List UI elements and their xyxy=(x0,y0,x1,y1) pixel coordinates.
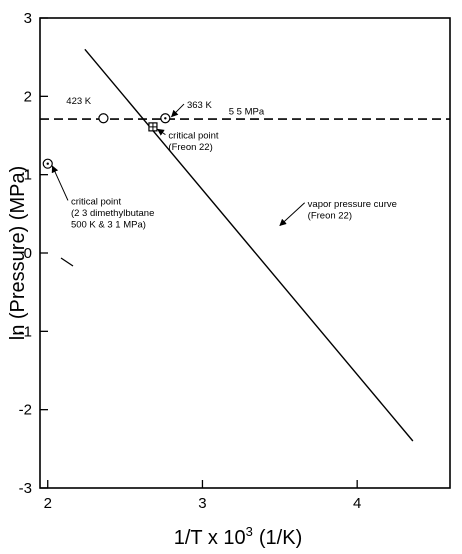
annotation-acf: critical point(Freon 22) xyxy=(157,128,219,153)
point-p363 xyxy=(160,113,171,124)
plot-frame xyxy=(39,17,451,489)
tick-labels: 2 3 4 -3 -2 -1 0 1 2 3 xyxy=(19,10,362,512)
point-pcrit-freon xyxy=(148,122,158,132)
annotation-a363: 363 K xyxy=(171,100,212,118)
annotation-text: critical point xyxy=(71,196,122,207)
annotation-text: 423 K xyxy=(66,96,91,107)
annotation-arrow xyxy=(171,103,185,118)
annotation-a423: 423 K xyxy=(66,96,91,107)
point-marker-dot xyxy=(164,117,167,120)
data-points xyxy=(42,113,171,169)
point-p423 xyxy=(98,113,109,124)
annotation-arrow xyxy=(51,165,69,201)
annotation-text: 500 K & 3 1 MPa) xyxy=(71,219,146,230)
x-tick-label: 4 xyxy=(353,495,361,512)
y-tick-label: -2 xyxy=(19,402,32,419)
annotation-text: (2 3 dimethylbutane xyxy=(71,208,154,219)
y-axis-title: ln (Pressure) (MPa) xyxy=(7,166,29,340)
y-tick-label: 2 xyxy=(24,88,32,105)
y-tick-label: 0 xyxy=(24,245,32,262)
point-pcrit-dmb xyxy=(42,158,53,169)
y-tick-label: -1 xyxy=(19,323,32,340)
annotation-arrow xyxy=(279,202,305,227)
x-axis-title-main: 1/T x 10 xyxy=(174,527,246,549)
annotation-a55: 5 5 MPa xyxy=(229,106,265,117)
annotation-text: vapor pressure curve xyxy=(308,199,397,210)
x-axis-title-sup: 3 xyxy=(246,524,253,539)
series-line-solid xyxy=(84,48,414,442)
axis-ticks xyxy=(40,17,358,489)
annotation-text: (Freon 22) xyxy=(308,210,352,221)
point-marker-dot xyxy=(46,162,49,165)
y-tick-label: 3 xyxy=(24,10,32,27)
series-group xyxy=(40,48,450,442)
x-tick-label: 3 xyxy=(198,495,206,512)
y-tick-label: -3 xyxy=(19,480,32,497)
x-tick-label: 2 xyxy=(44,495,52,512)
annotation-arrow xyxy=(157,128,166,136)
x-axis-title-unit: (1/K) xyxy=(259,527,302,549)
point-marker-circle xyxy=(98,113,109,124)
annotation-text: 363 K xyxy=(187,100,212,111)
stray-dash xyxy=(60,257,74,267)
annotation-text: critical point xyxy=(168,131,219,142)
x-axis-title: 1/T x 103 (1/K) xyxy=(174,524,302,549)
annotation-avp: vapor pressure curve(Freon 22) xyxy=(279,199,397,227)
y-tick-label: 1 xyxy=(24,167,32,184)
annotation-text: (Freon 22) xyxy=(168,142,212,153)
annotation-text: 5 5 MPa xyxy=(229,106,265,117)
